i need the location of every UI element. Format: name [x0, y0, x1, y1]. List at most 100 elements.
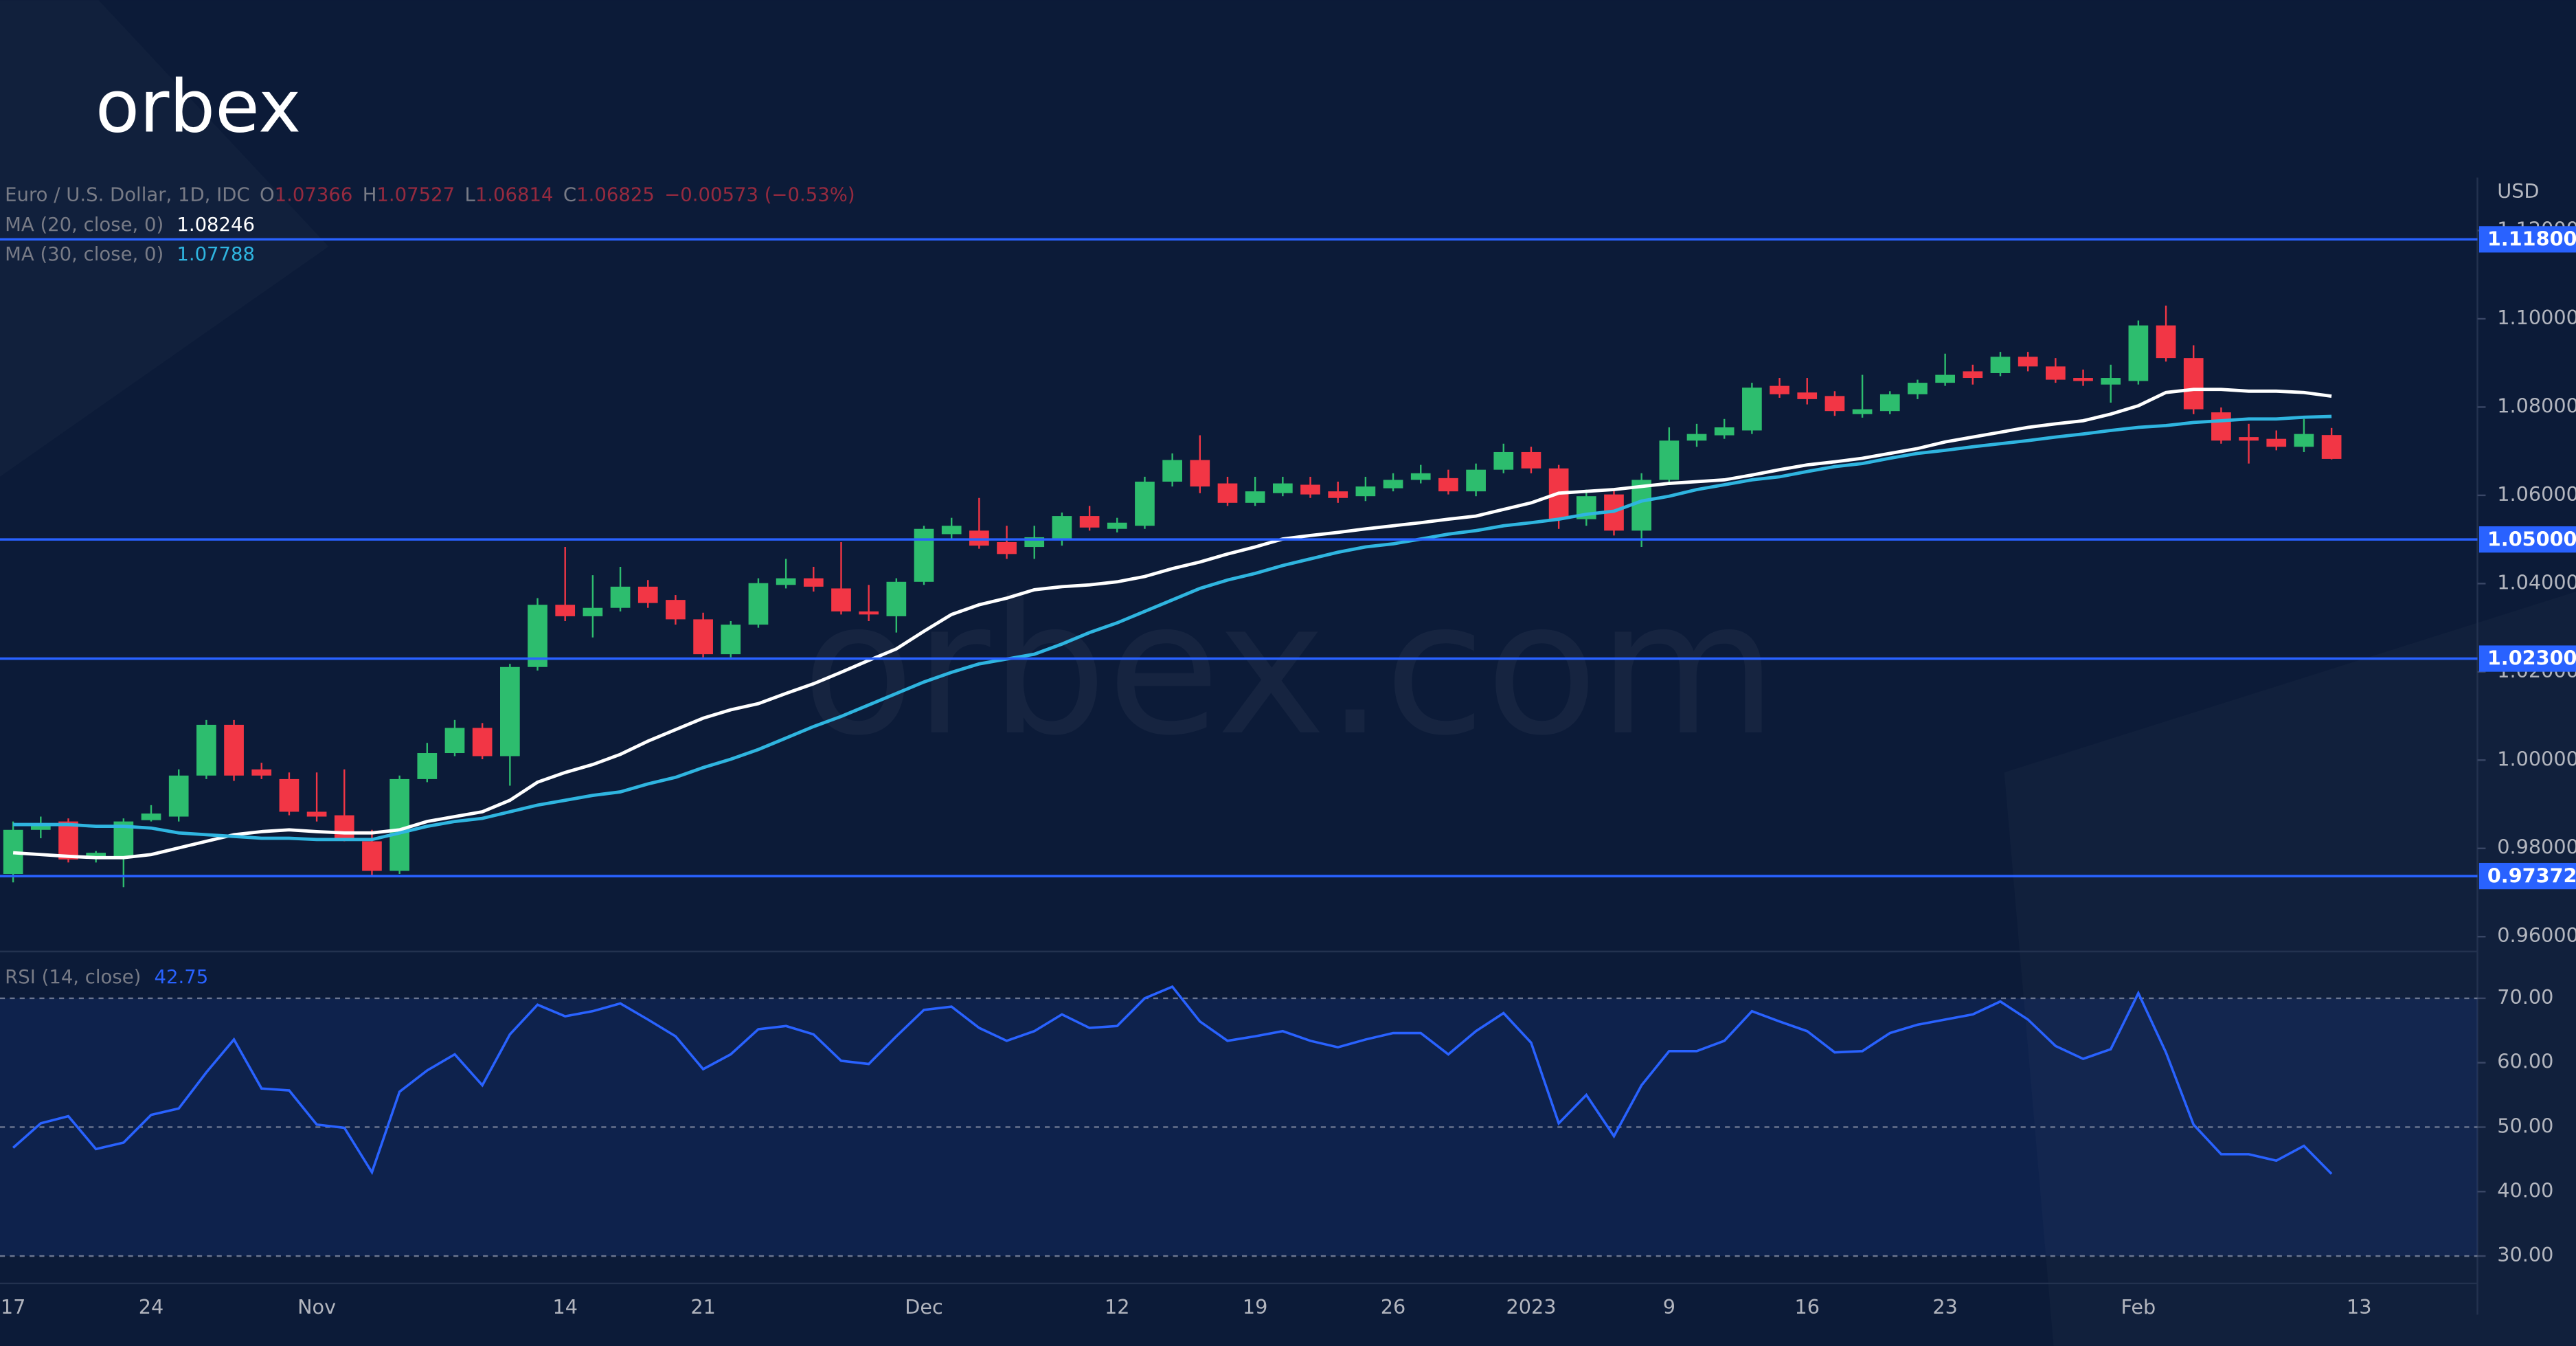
candle-body	[1824, 396, 1845, 412]
candle-body	[1300, 484, 1320, 495]
ma-value: 1.07788	[177, 243, 255, 265]
x-tick-label: 13	[2347, 1295, 2372, 1319]
candle-body	[2266, 438, 2287, 447]
rsi-line	[12, 985, 2333, 1176]
candle-body	[997, 541, 1017, 554]
candle-body	[1410, 473, 1431, 480]
level-label: 0.97372	[2487, 864, 2576, 887]
level-label: 1.11800	[2487, 227, 2576, 251]
y-tick-label: 1.04000	[2497, 570, 2576, 594]
candle-body	[914, 528, 934, 582]
x-tick-label: Nov	[297, 1295, 336, 1319]
candle-body	[86, 853, 106, 858]
x-tick-label: 2023	[1506, 1295, 1556, 1319]
rsi-band	[0, 998, 2478, 1257]
moving-average	[13, 414, 2332, 842]
x-tick-label: Feb	[2121, 1295, 2156, 1319]
candle-body	[58, 821, 78, 860]
candle-body	[1272, 483, 1293, 493]
y-tick-label: 70.00	[2497, 985, 2553, 1009]
candle-body	[1714, 427, 1735, 436]
candle-body	[1328, 491, 1348, 498]
x-tick-label: Dec	[905, 1295, 943, 1319]
candle-body	[1052, 516, 1072, 539]
x-tick-label: 16	[1794, 1295, 1820, 1319]
quote-key: C	[563, 184, 576, 206]
quote-value: 1.06825	[576, 184, 655, 206]
candle-body	[1686, 434, 1707, 441]
candle-body	[141, 814, 161, 820]
candle-body	[2211, 412, 2231, 441]
candle-body	[666, 600, 686, 620]
y-tick-label: 1.08000	[2497, 394, 2576, 417]
quote-change: −0.00573 (−0.53%)	[664, 184, 855, 206]
plot: 0.960000.980001.000001.020001.040001.060…	[0, 184, 2576, 1319]
ma-legend: MA (20, close, 0) 1.08246	[5, 214, 255, 236]
candle-body	[1107, 522, 1127, 529]
candle-body	[196, 724, 216, 776]
candle-body	[1162, 460, 1182, 482]
quote-key: H	[363, 184, 377, 206]
candle-body	[2183, 358, 2204, 410]
quote-key: L	[464, 184, 475, 206]
candle-body	[776, 578, 796, 585]
y-tick-label: 1.00000	[2497, 747, 2576, 770]
level-label-box	[2478, 526, 2576, 553]
ma-legend: MA (30, close, 0) 1.07788	[5, 243, 255, 265]
candle-body	[803, 578, 824, 587]
candle-body	[1879, 394, 1900, 412]
moving-average	[12, 388, 2332, 860]
candle-body	[1217, 483, 1238, 503]
candle-body	[168, 775, 189, 817]
candle-body	[472, 728, 493, 756]
candle-body	[2239, 437, 2259, 441]
candle-body	[583, 607, 603, 616]
symbol-title: Euro / U.S. Dollar, 1D, IDC	[5, 184, 249, 206]
quote-header: Euro / U.S. Dollar, 1D, IDC O1.07366 H1.07…	[5, 184, 855, 206]
candle-body	[1770, 385, 1789, 394]
candle-body	[389, 778, 409, 871]
candle-body	[886, 581, 907, 616]
candle-body	[859, 611, 879, 615]
x-tick-label: 24	[139, 1295, 164, 1319]
candle-body	[362, 841, 382, 871]
candle-body	[831, 588, 851, 612]
candle-body	[1190, 460, 1210, 487]
y-tick-label: 1.06000	[2497, 482, 2576, 506]
candle-body	[306, 811, 327, 817]
candle-body	[941, 526, 962, 535]
x-tick-label: 21	[690, 1295, 716, 1319]
quote-value: 1.07527	[376, 184, 455, 206]
rsi-legend: RSI (14, close) 42.75	[5, 966, 208, 988]
candle-body	[2018, 357, 2038, 367]
level-label-box	[2478, 645, 2576, 672]
x-tick-label: 14	[552, 1295, 578, 1319]
candle-body	[1797, 392, 1818, 399]
candle-body	[417, 753, 438, 779]
candle-body	[1521, 451, 1541, 469]
candle-body	[693, 619, 713, 655]
x-tick-label: 19	[1243, 1295, 1268, 1319]
candle-body	[279, 778, 300, 812]
level-label: 1.05000	[2487, 527, 2576, 550]
candle-body	[1935, 374, 1955, 383]
y-tick-label: 40.00	[2497, 1178, 2553, 1202]
candle-body	[1493, 451, 1514, 470]
candle-body	[1355, 486, 1376, 497]
candle-body	[2073, 378, 2093, 381]
candle-body	[499, 666, 520, 756]
rsi-value: 42.75	[154, 966, 208, 988]
level-label-box	[2478, 862, 2576, 890]
candle-body	[334, 815, 354, 838]
candle-body	[1383, 480, 1403, 489]
candle-body	[2045, 366, 2066, 380]
candle-body	[1852, 409, 1873, 414]
logo: orbex	[95, 65, 302, 149]
x-tick-label: 23	[1932, 1295, 1958, 1319]
quote-key: O	[260, 184, 275, 206]
x-tick-label: 17	[1, 1295, 26, 1319]
candle-body	[1659, 440, 1680, 480]
candle-body	[528, 605, 547, 667]
